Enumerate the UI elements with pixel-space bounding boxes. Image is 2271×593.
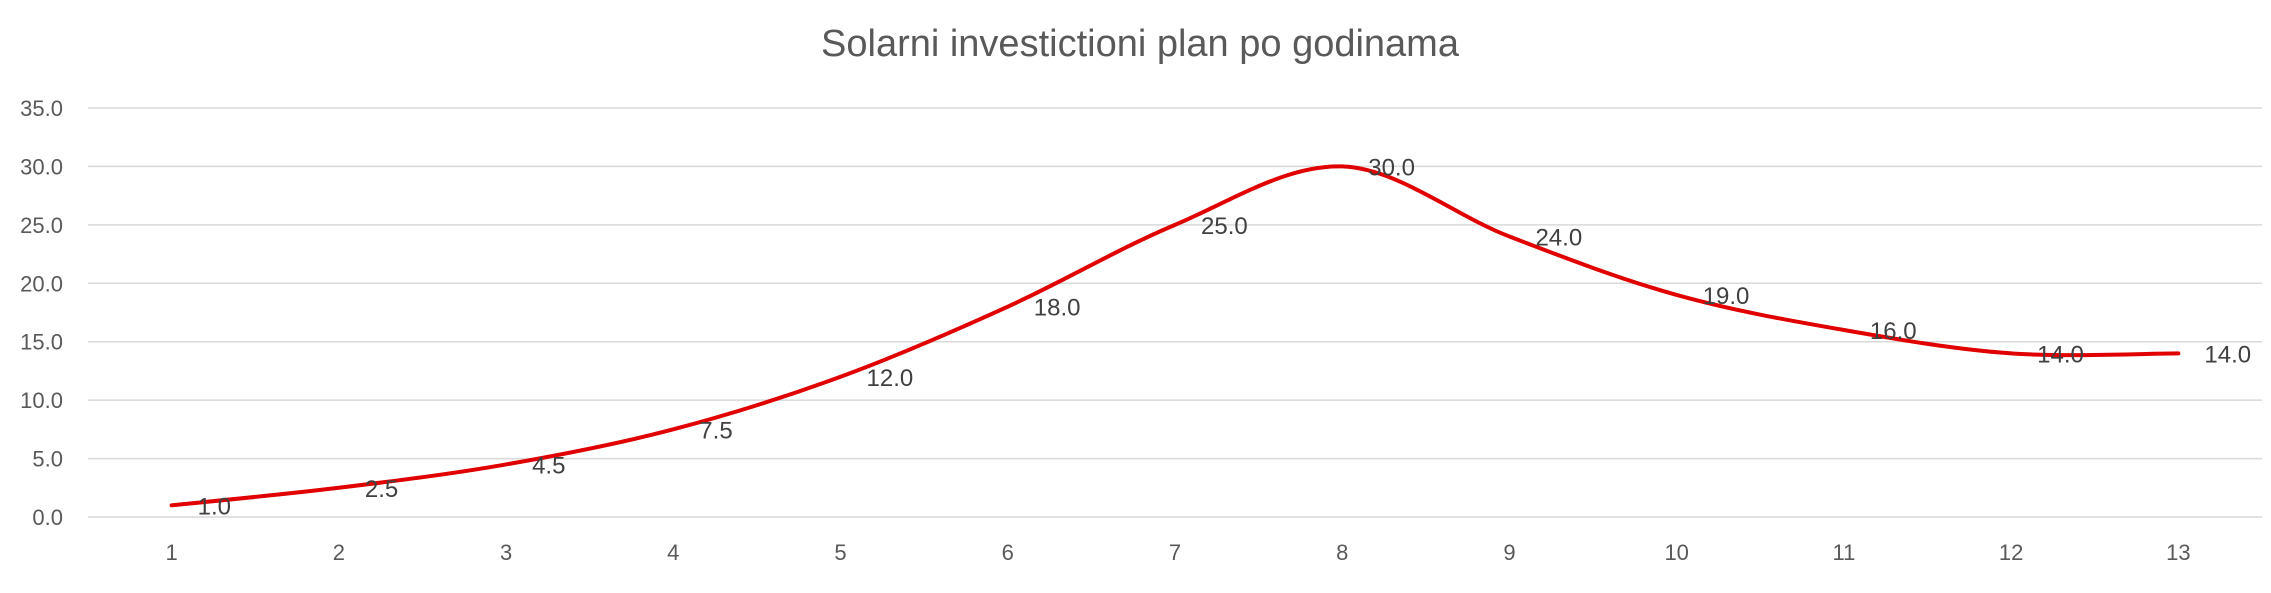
x-tick-label: 9 bbox=[1503, 540, 1515, 565]
x-tick-label: 10 bbox=[1664, 540, 1688, 565]
y-tick-label: 35.0 bbox=[20, 96, 63, 121]
data-label: 19.0 bbox=[1703, 283, 1750, 310]
data-label: 18.0 bbox=[1034, 295, 1081, 322]
gridlines bbox=[88, 107, 2262, 518]
x-tick-label: 3 bbox=[500, 540, 512, 565]
y-tick-label: 5.0 bbox=[32, 447, 63, 472]
data-label: 30.0 bbox=[1368, 154, 1415, 181]
x-tick-label: 6 bbox=[1002, 540, 1014, 565]
x-tick-label: 5 bbox=[834, 540, 846, 565]
x-tick-label: 11 bbox=[1833, 540, 1856, 565]
y-tick-label: 20.0 bbox=[20, 271, 63, 296]
chart-title: Solarni investictioni plan po godinama bbox=[821, 23, 1460, 65]
y-tick-label: 15.0 bbox=[20, 330, 63, 355]
y-tick-label: 10.0 bbox=[20, 388, 63, 413]
series-line bbox=[169, 164, 2181, 508]
x-tick-label: 4 bbox=[667, 540, 679, 565]
data-label: 7.5 bbox=[699, 417, 732, 444]
x-tick-label: 8 bbox=[1336, 540, 1348, 565]
x-axis: 1 2 3 4 5 6 7 8 9 10 11 12 13 bbox=[165, 540, 2190, 565]
data-label: 1.0 bbox=[198, 493, 231, 520]
y-tick-label: 25.0 bbox=[20, 213, 63, 238]
data-label: 4.5 bbox=[532, 452, 565, 479]
data-label: 25.0 bbox=[1201, 213, 1248, 240]
data-label: 24.0 bbox=[1535, 225, 1582, 252]
data-label: 16.0 bbox=[1870, 318, 1917, 345]
data-label: 2.5 bbox=[365, 476, 398, 503]
x-tick-label: 2 bbox=[333, 540, 345, 565]
data-label: 14.0 bbox=[2037, 341, 2084, 368]
data-label: 14.0 bbox=[2204, 341, 2251, 368]
x-tick-label: 13 bbox=[2166, 540, 2190, 565]
data-label: 12.0 bbox=[867, 365, 914, 392]
x-tick-label: 7 bbox=[1169, 540, 1181, 565]
x-tick-label: 1 bbox=[165, 540, 177, 565]
y-axis: 0.0 5.0 10.0 15.0 20.0 25.0 30.0 35.0 bbox=[20, 96, 63, 530]
y-tick-label: 30.0 bbox=[20, 154, 63, 179]
data-labels: 1.0 2.5 4.5 7.5 12.0 18.0 25.0 30.0 24.0 19.0 16.0… bbox=[198, 154, 2251, 520]
series-group bbox=[169, 164, 2181, 508]
y-tick-label: 0.0 bbox=[32, 505, 63, 530]
x-tick-label: 12 bbox=[1999, 540, 2023, 565]
